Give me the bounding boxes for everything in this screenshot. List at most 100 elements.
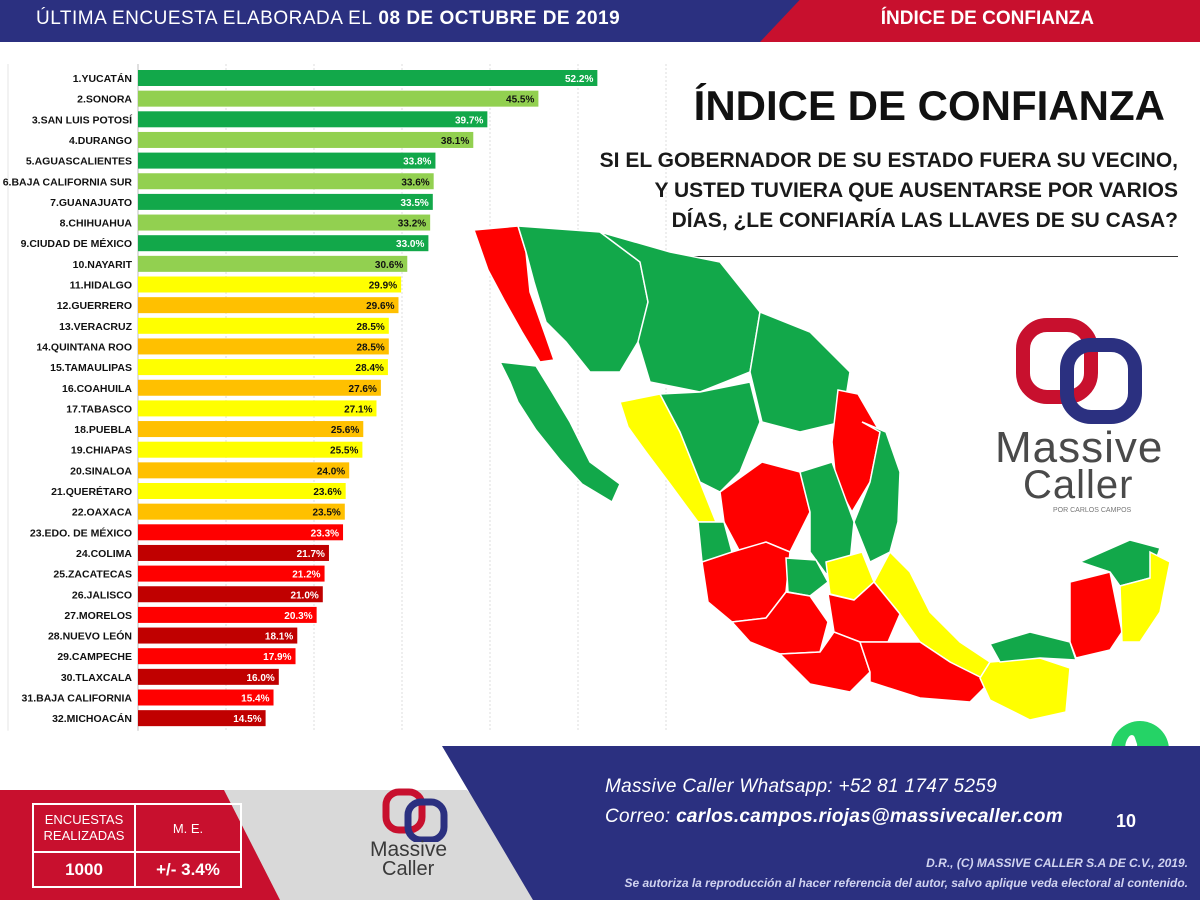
category-label: 10.NAYARIT bbox=[73, 259, 133, 271]
map-quintana-roo bbox=[1119, 550, 1171, 643]
category-label: 4.DURANGO bbox=[69, 135, 132, 147]
map-oaxaca bbox=[858, 641, 992, 703]
logo-subtitle: POR CARLOS CAMPOS bbox=[1053, 507, 1132, 514]
bar bbox=[138, 214, 431, 231]
category-label: 26.JALISCO bbox=[72, 589, 132, 601]
data-label: 28.5% bbox=[356, 322, 384, 333]
question-text: SI EL GOBERNADOR DE SU ESTADO FUERA SU V… bbox=[560, 146, 1178, 236]
data-label: 52.2% bbox=[565, 74, 593, 85]
bar bbox=[138, 421, 364, 438]
surveys-value: 1000 bbox=[34, 853, 136, 886]
category-label: 2.SONORA bbox=[77, 94, 132, 106]
page-number: 10 bbox=[1116, 811, 1137, 831]
question-line: Y USTED TUVIERA QUE AUSENTARSE POR VARIO… bbox=[654, 179, 1178, 202]
data-label: 33.6% bbox=[401, 177, 429, 188]
data-label: 27.6% bbox=[349, 384, 377, 395]
map-guanajuato bbox=[785, 557, 829, 597]
survey-date-label: ÚLTIMA ENCUESTA ELABORADA EL 08 DE OCTUBR… bbox=[36, 8, 620, 30]
bar bbox=[138, 648, 296, 665]
data-label: 20.3% bbox=[284, 611, 312, 622]
mexico-map bbox=[472, 225, 1171, 721]
category-label: 27.MORELOS bbox=[64, 610, 132, 622]
map-baja-california-sur bbox=[498, 361, 621, 504]
bar bbox=[138, 503, 345, 520]
map-durango bbox=[658, 381, 761, 493]
data-label: 25.6% bbox=[331, 425, 359, 436]
title-divider bbox=[622, 256, 1178, 257]
margin-error-value: +/- 3.4% bbox=[156, 859, 220, 879]
surveys-label: ENCUESTAS REALIZADAS bbox=[34, 805, 136, 853]
category-label: 6.BAJA CALIFORNIA SUR bbox=[3, 176, 133, 188]
bar bbox=[138, 689, 274, 706]
data-label: 33.0% bbox=[396, 239, 424, 250]
bar bbox=[138, 483, 346, 499]
category-label: 23.EDO. DE MÉXICO bbox=[30, 526, 132, 539]
category-label: 24.COLIMA bbox=[76, 548, 132, 560]
bar bbox=[138, 235, 429, 252]
category-label: 21.QUERÉTARO bbox=[51, 485, 132, 498]
category-label: 29.CAMPECHE bbox=[57, 651, 132, 663]
whatsapp-contact: Massive Caller Whatsapp: +52 81 1747 525… bbox=[605, 776, 998, 797]
copyright: D.R., (C) MASSIVE CALLER S.A DE C.V., 20… bbox=[926, 856, 1188, 870]
data-label: 33.5% bbox=[400, 198, 428, 209]
data-label: 45.5% bbox=[506, 95, 534, 106]
data-label: 27.1% bbox=[344, 404, 372, 415]
data-label: 33.8% bbox=[403, 157, 431, 168]
category-label: 25.ZACATECAS bbox=[53, 569, 132, 581]
bar bbox=[138, 255, 408, 272]
logo-text-massive: Massive bbox=[995, 423, 1164, 472]
category-label: 32.MICHOACÁN bbox=[52, 712, 132, 725]
category-label: 15.TAMAULIPAS bbox=[50, 362, 132, 374]
data-label: 21.2% bbox=[292, 570, 320, 581]
category-label: 11.HIDALGO bbox=[70, 280, 132, 292]
category-label: 19.CHIAPAS bbox=[71, 445, 132, 457]
margin-error-label: M. E. bbox=[136, 805, 240, 853]
category-label: 12.GUERRERO bbox=[57, 300, 132, 312]
category-label: 7.GUANAJUATO bbox=[50, 197, 132, 209]
reproduction-notice: Se autoriza la reproducción al hacer ref… bbox=[624, 876, 1188, 890]
bar bbox=[138, 462, 350, 479]
bar bbox=[138, 317, 389, 334]
logo-text-caller: Caller bbox=[1023, 463, 1134, 507]
bar bbox=[138, 565, 325, 582]
bar bbox=[138, 297, 399, 314]
bar bbox=[138, 524, 344, 541]
map-chiapas bbox=[979, 657, 1071, 721]
bar bbox=[138, 70, 598, 86]
map-tabasco bbox=[988, 631, 1078, 663]
email-label: Correo: bbox=[605, 806, 671, 827]
category-label: 20.SINALOA bbox=[70, 465, 132, 477]
data-label: 33.2% bbox=[398, 219, 426, 230]
map-campeche bbox=[1069, 571, 1123, 659]
category-label: 31.BAJA CALIFORNIA bbox=[22, 693, 133, 705]
category-label: 18.PUEBLA bbox=[74, 424, 132, 436]
category-label: 16.COAHUILA bbox=[62, 383, 132, 395]
email-address: carlos.campos.riojas@massivecaller.com bbox=[676, 806, 1063, 827]
data-label: 21.7% bbox=[297, 549, 325, 560]
category-label: 30.TLAXCALA bbox=[61, 672, 133, 684]
data-label: 15.4% bbox=[241, 694, 269, 705]
data-label: 21.0% bbox=[290, 590, 318, 601]
main-title: ÍNDICE DE CONFIANZA bbox=[693, 82, 1165, 129]
bar bbox=[138, 710, 266, 727]
data-label: 14.5% bbox=[233, 714, 261, 725]
category-label: 14.QUINTANA ROO bbox=[36, 341, 132, 353]
footer-blue-band bbox=[442, 746, 1200, 900]
category-label: 9.CIUDAD DE MÉXICO bbox=[21, 237, 132, 250]
data-label: 28.4% bbox=[356, 363, 384, 374]
bar bbox=[138, 379, 381, 396]
email-contact: Correo: carlos.campos.riojas@massivecall… bbox=[605, 806, 1063, 828]
bar bbox=[138, 276, 402, 293]
bar bbox=[138, 90, 539, 107]
bar bbox=[138, 173, 434, 190]
massive-caller-logo-small: Massive Caller bbox=[370, 786, 470, 886]
bar bbox=[138, 152, 436, 169]
survey-date: 08 DE OCTUBRE DE 2019 bbox=[378, 8, 621, 29]
map-nuevo-leon bbox=[831, 389, 881, 514]
bar bbox=[138, 586, 323, 603]
data-label: 16.0% bbox=[246, 673, 274, 684]
data-label: 23.5% bbox=[312, 508, 340, 519]
data-label: 29.6% bbox=[366, 301, 394, 312]
category-label: 5.AGUASCALIENTES bbox=[26, 156, 132, 168]
bar bbox=[138, 111, 488, 128]
